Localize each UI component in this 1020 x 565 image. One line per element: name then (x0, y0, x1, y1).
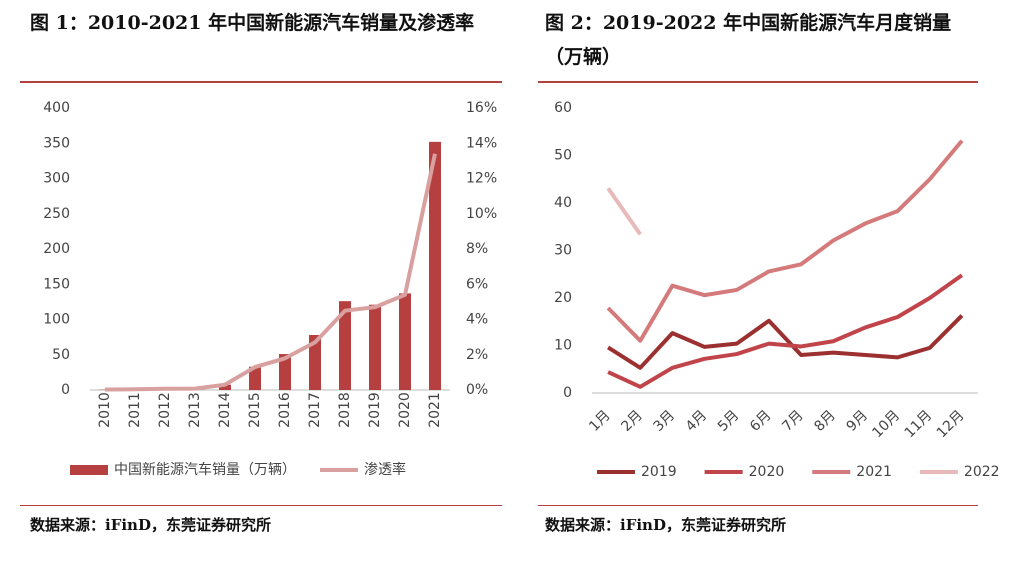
x-tick-label: 2020 (397, 392, 413, 428)
x-tick-label: 2021 (427, 392, 443, 428)
x-tick-label: 10月 (869, 407, 903, 441)
y-tick-label: 250 (43, 206, 70, 222)
title-rule (538, 81, 978, 83)
x-tick-label: 2017 (307, 392, 323, 428)
series-line (607, 273, 964, 389)
x-tick-label: 4月 (683, 407, 711, 435)
x-tick-label: 2014 (217, 392, 233, 428)
x-tick-label: 7月 (779, 407, 807, 435)
y-tick-label: 150 (43, 276, 70, 292)
bar (309, 335, 321, 390)
y2-tick-label: 8% (466, 241, 488, 257)
bar (429, 141, 441, 390)
y2-tick-label: 4% (466, 312, 488, 328)
series-line (606, 187, 642, 236)
legend-swatch (70, 465, 108, 475)
y-tick-label: 50 (52, 347, 70, 363)
bar (339, 301, 351, 390)
source-note: 数据来源：iFinD，东莞证券研究所 (30, 516, 271, 534)
chart-title: 图 2：2019-2022 年中国新能源汽车月度销量（万辆） (545, 12, 952, 68)
x-tick-label: 5月 (715, 407, 743, 435)
x-tick-label: 2019 (367, 392, 383, 428)
y2-tick-label: 10% (466, 206, 497, 222)
bar (399, 293, 411, 390)
y-tick-label: 40 (554, 195, 572, 211)
x-tick-label: 11月 (902, 407, 936, 441)
series-line (606, 139, 964, 343)
y-tick-label: 0 (563, 385, 572, 401)
x-tick-label: 3月 (651, 407, 679, 435)
legend-label: 2020 (749, 464, 785, 480)
source-note: 数据来源：iFinD，东莞证券研究所 (545, 516, 786, 534)
x-tick-label: 2015 (247, 392, 263, 428)
x-tick-label: 6月 (747, 407, 775, 435)
y2-tick-label: 0% (466, 382, 488, 398)
y2-tick-label: 16% (466, 100, 497, 116)
bar (219, 384, 231, 390)
x-tick-label: 9月 (844, 407, 872, 435)
bar (369, 304, 381, 390)
y-tick-label: 50 (554, 148, 572, 164)
legend-label: 2022 (964, 464, 1000, 480)
y-tick-label: 10 (554, 338, 572, 354)
y-tick-label: 400 (43, 100, 70, 116)
y-tick-label: 300 (43, 171, 70, 187)
source-rule (538, 505, 978, 506)
x-tick-label: 2011 (127, 392, 143, 428)
legend-label: 2019 (641, 464, 677, 480)
chart-title: 图 1：2010-2021 年中国新能源汽车销量及渗透率 (30, 12, 475, 34)
y-tick-label: 20 (554, 290, 572, 306)
y2-tick-label: 12% (466, 171, 497, 187)
y-tick-label: 200 (43, 241, 70, 257)
x-tick-label: 2013 (187, 392, 203, 428)
y-tick-label: 60 (554, 100, 572, 116)
legend-label: 中国新能源汽车销量（万辆） (114, 461, 296, 478)
y-tick-label: 350 (43, 135, 70, 151)
y-tick-label: 100 (43, 312, 70, 328)
bar (279, 354, 291, 390)
y-tick-label: 0 (61, 382, 70, 398)
series-line (607, 314, 964, 370)
x-tick-label: 8月 (811, 407, 839, 435)
legend-label: 渗透率 (364, 461, 406, 478)
x-tick-label: 2012 (157, 392, 173, 428)
legend-label: 2021 (856, 464, 892, 480)
x-tick-label: 1月 (586, 407, 614, 435)
x-tick-label: 12月 (934, 407, 968, 441)
y-tick-label: 30 (554, 243, 572, 259)
source-rule (20, 505, 502, 506)
x-tick-label: 2016 (277, 392, 293, 428)
x-tick-label: 2010 (97, 392, 113, 428)
title-rule (20, 81, 502, 83)
series-line (104, 153, 437, 392)
bar (249, 366, 261, 390)
y2-tick-label: 6% (466, 276, 488, 292)
x-tick-label: 2月 (618, 407, 646, 435)
x-tick-label: 2018 (337, 392, 353, 428)
y2-tick-label: 14% (466, 135, 497, 151)
y2-tick-label: 2% (466, 347, 488, 363)
